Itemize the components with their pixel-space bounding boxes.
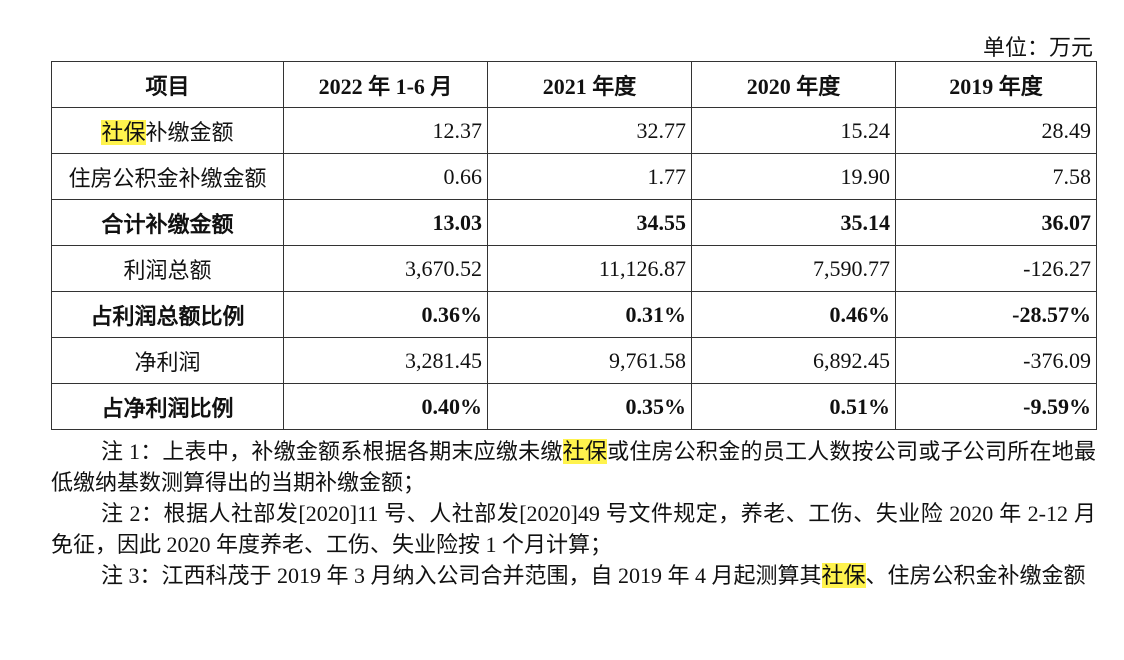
cell: 7.58 bbox=[895, 153, 1097, 200]
cell: -376.09 bbox=[895, 337, 1097, 384]
table-row-ratio: 占利润总额比例 0.36% 0.31% 0.46% -28.57% bbox=[51, 291, 1097, 338]
cell: 11,126.87 bbox=[487, 245, 692, 292]
cell: 0.35% bbox=[487, 383, 692, 430]
table-notes: 注 1：上表中，补缴金额系根据各期末应缴未缴社保或住房公积金的员工人数按公司或子… bbox=[51, 436, 1096, 591]
highlight: 社保 bbox=[821, 563, 866, 588]
row-label: 占利润总额比例 bbox=[51, 291, 284, 338]
cell: 7,590.77 bbox=[691, 245, 896, 292]
header-2022h1: 2022 年 1-6 月 bbox=[283, 61, 488, 108]
row-label: 利润总额 bbox=[51, 245, 284, 292]
cell: 6,892.45 bbox=[691, 337, 896, 384]
highlight: 社保 bbox=[101, 119, 146, 145]
note-3: 注 3：江西科茂于 2019 年 3 月纳入公司合并范围，自 2019 年 4 … bbox=[101, 563, 1086, 588]
cell: 3,670.52 bbox=[283, 245, 488, 292]
header-2019: 2019 年度 bbox=[895, 61, 1097, 108]
row-label: 合计补缴金额 bbox=[51, 199, 284, 246]
note-2: 注 2：根据人社部发[2020]11 号、人社部发[2020]49 号文件规定，… bbox=[51, 501, 1096, 557]
unit-label: 单位：万元 bbox=[982, 35, 1093, 60]
cell: 0.66 bbox=[283, 153, 488, 200]
row-label: 占净利润比例 bbox=[51, 383, 284, 430]
cell: 0.51% bbox=[691, 383, 896, 430]
cell: 0.40% bbox=[283, 383, 488, 430]
cell: 19.90 bbox=[691, 153, 896, 200]
table-row-ratio: 占净利润比例 0.40% 0.35% 0.51% -9.59% bbox=[51, 383, 1097, 430]
cell: -9.59% bbox=[895, 383, 1097, 430]
cell: 34.55 bbox=[487, 199, 692, 246]
cell: 15.24 bbox=[691, 107, 896, 154]
cell: 32.77 bbox=[487, 107, 692, 154]
note-1: 注 1：上表中，补缴金额系根据各期末应缴未缴社保或住房公积金的员工人数按公司或子… bbox=[51, 439, 1096, 495]
cell: 1.77 bbox=[487, 153, 692, 200]
cell: 28.49 bbox=[895, 107, 1097, 154]
header-item: 项目 bbox=[51, 61, 284, 108]
table-row: 社保补缴金额 12.37 32.77 15.24 28.49 bbox=[51, 107, 1097, 154]
cell: 0.36% bbox=[283, 291, 488, 338]
cell: 12.37 bbox=[283, 107, 488, 154]
cell: -28.57% bbox=[895, 291, 1097, 338]
table-row: 利润总额 3,670.52 11,126.87 7,590.77 -126.27 bbox=[51, 245, 1097, 292]
cell: -126.27 bbox=[895, 245, 1097, 292]
cell: 3,281.45 bbox=[283, 337, 488, 384]
supplementary-payment-table: 项目 2022 年 1-6 月 2021 年度 2020 年度 2019 年度 … bbox=[51, 61, 1097, 430]
row-label: 社保补缴金额 bbox=[51, 107, 284, 154]
cell: 35.14 bbox=[691, 199, 896, 246]
row-label: 住房公积金补缴金额 bbox=[51, 153, 284, 200]
cell: 0.31% bbox=[487, 291, 692, 338]
table-header-row: 项目 2022 年 1-6 月 2021 年度 2020 年度 2019 年度 bbox=[51, 61, 1097, 108]
cell: 36.07 bbox=[895, 199, 1097, 246]
header-2021: 2021 年度 bbox=[487, 61, 692, 108]
table-row: 净利润 3,281.45 9,761.58 6,892.45 -376.09 bbox=[51, 337, 1097, 384]
row-label: 净利润 bbox=[51, 337, 284, 384]
table-row: 住房公积金补缴金额 0.66 1.77 19.90 7.58 bbox=[51, 153, 1097, 200]
cell: 13.03 bbox=[283, 199, 488, 246]
cell: 0.46% bbox=[691, 291, 896, 338]
header-2020: 2020 年度 bbox=[691, 61, 896, 108]
table-row-total: 合计补缴金额 13.03 34.55 35.14 36.07 bbox=[51, 199, 1097, 246]
highlight: 社保 bbox=[562, 439, 608, 464]
cell: 9,761.58 bbox=[487, 337, 692, 384]
